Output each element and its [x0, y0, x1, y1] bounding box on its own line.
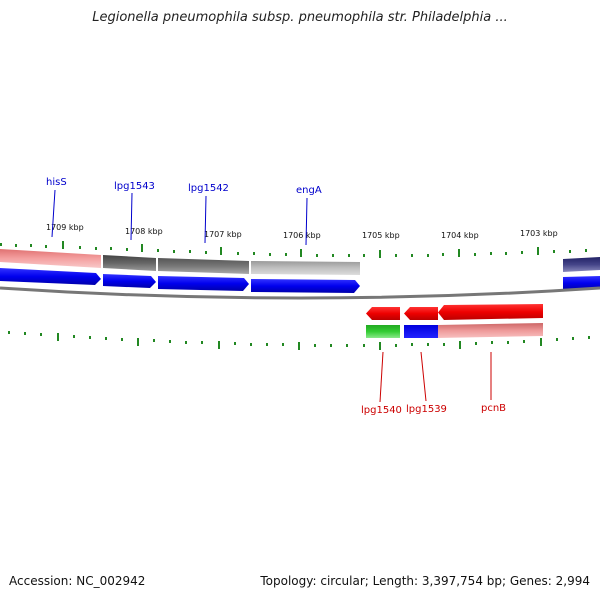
- cds-arrow-hisS: [0, 268, 101, 285]
- gene-label-lpg1543[interactable]: lpg1543: [114, 181, 155, 192]
- map-title: Legionella pneumophila subsp. pneumophil…: [92, 10, 508, 25]
- outer-feature-track: [0, 249, 600, 275]
- genome-stats-text: Topology: circular; Length: 3,397,754 bp…: [260, 574, 590, 588]
- scale-label: 1705 kbp: [362, 231, 400, 240]
- scale-label: 1706 kbp: [283, 231, 321, 240]
- scale-labels: 1709 kbp 1708 kbp 1707 kbp 1706 kbp 1705…: [46, 223, 558, 240]
- gene-label-engA[interactable]: engA: [296, 185, 322, 196]
- genome-backbone: [0, 286, 600, 300]
- gene-label-lpg1542[interactable]: lpg1542: [188, 183, 229, 194]
- feature-band-lpg1543: [103, 255, 156, 271]
- feature-band-right: [563, 257, 600, 272]
- scale-label: 1703 kbp: [520, 229, 558, 238]
- inner-tick-marks: [8, 331, 590, 350]
- outer-tick-marks: [0, 241, 587, 258]
- cds-arrow-lpg1539: [404, 307, 438, 320]
- gene-label-pcnB[interactable]: pcnB: [481, 403, 506, 414]
- feature-band-lpg1540: [366, 325, 400, 338]
- scale-label: 1707 kbp: [204, 230, 242, 239]
- reverse-cds-track: [366, 304, 543, 320]
- feature-band-lpg1542: [158, 258, 249, 274]
- feature-band-hisS: [0, 249, 101, 268]
- cds-arrow-engA: [251, 279, 360, 293]
- cds-arrow-lpg1543: [103, 274, 156, 288]
- gene-label-lpg1539[interactable]: lpg1539: [406, 404, 447, 415]
- feature-band-engA: [251, 261, 360, 275]
- gene-label-hisS[interactable]: hisS: [46, 177, 67, 188]
- forward-cds-track: [0, 268, 600, 293]
- cds-arrow-pcnB: [438, 304, 543, 320]
- forward-gene-labels: hisS lpg1543 lpg1542 engA: [46, 177, 322, 246]
- scale-label: 1704 kbp: [441, 231, 479, 240]
- scale-label: 1709 kbp: [46, 223, 84, 232]
- feature-band-lpg1539: [404, 325, 438, 338]
- gene-label-lpg1540[interactable]: lpg1540: [361, 405, 402, 416]
- cds-arrow-lpg1540: [366, 307, 400, 320]
- inner-feature-track: [366, 323, 543, 338]
- feature-band-pcnB: [438, 323, 543, 338]
- accession-text: Accession: NC_002942: [9, 574, 146, 588]
- reverse-gene-labels: lpg1540 lpg1539 pcnB: [361, 351, 506, 416]
- scale-label: 1708 kbp: [125, 227, 163, 236]
- cds-arrow-lpg1542: [158, 276, 249, 291]
- cds-arrow-right: [563, 276, 600, 290]
